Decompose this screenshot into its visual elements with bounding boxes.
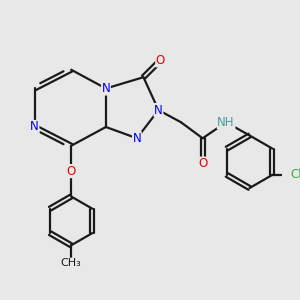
Text: O: O <box>67 165 76 178</box>
Text: O: O <box>198 157 207 170</box>
Text: O: O <box>156 54 165 67</box>
Text: N: N <box>133 132 141 145</box>
Text: N: N <box>30 121 39 134</box>
Text: Cl: Cl <box>290 168 300 182</box>
Text: CH₃: CH₃ <box>61 258 82 268</box>
Text: N: N <box>154 103 163 117</box>
Text: N: N <box>101 82 110 95</box>
Text: NH: NH <box>217 116 235 129</box>
